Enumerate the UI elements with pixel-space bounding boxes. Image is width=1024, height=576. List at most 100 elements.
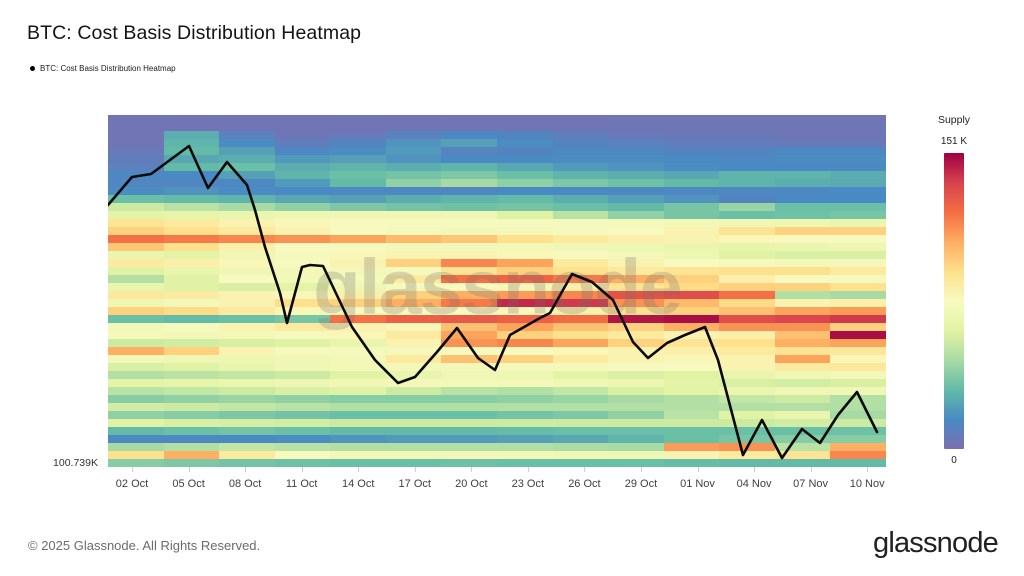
heatmap-cell[interactable] — [497, 427, 553, 435]
heatmap-cell[interactable] — [552, 219, 609, 227]
heatmap-cell[interactable] — [663, 355, 720, 363]
heatmap-cell[interactable] — [830, 123, 886, 131]
heatmap-cell[interactable] — [274, 451, 331, 459]
heatmap-cell[interactable] — [663, 115, 720, 123]
heatmap-cell[interactable] — [108, 299, 164, 307]
heatmap-cell[interactable] — [608, 347, 664, 355]
heatmap-cell[interactable] — [719, 195, 775, 203]
heatmap-cell[interactable] — [719, 139, 775, 147]
heatmap-cell[interactable] — [774, 371, 831, 379]
heatmap-cell[interactable] — [219, 219, 275, 227]
heatmap-cell[interactable] — [774, 187, 831, 195]
heatmap-cell[interactable] — [330, 243, 386, 251]
heatmap-cell[interactable] — [774, 203, 831, 211]
heatmap-cell[interactable] — [774, 451, 831, 459]
heatmap-cell[interactable] — [830, 291, 886, 299]
heatmap-cell[interactable] — [497, 411, 553, 419]
heatmap-cell[interactable] — [219, 259, 275, 267]
heatmap-cell[interactable] — [108, 275, 164, 283]
heatmap-cell[interactable] — [330, 435, 386, 443]
heatmap-cell[interactable] — [219, 155, 275, 163]
heatmap-cell[interactable] — [108, 187, 164, 195]
heatmap-cell[interactable] — [441, 363, 497, 371]
heatmap-cell[interactable] — [608, 451, 664, 459]
heatmap-cell[interactable] — [774, 195, 831, 203]
heatmap-cell[interactable] — [330, 307, 386, 315]
heatmap-cell[interactable] — [163, 243, 220, 251]
heatmap-cell[interactable] — [274, 187, 331, 195]
heatmap-cell[interactable] — [497, 355, 553, 363]
heatmap-cell[interactable] — [219, 307, 275, 315]
heatmap-cell[interactable] — [830, 275, 886, 283]
heatmap-cell[interactable] — [608, 267, 664, 275]
heatmap-cell[interactable] — [497, 275, 553, 283]
heatmap-cell[interactable] — [830, 435, 886, 443]
heatmap-cell[interactable] — [330, 267, 386, 275]
heatmap-cell[interactable] — [219, 187, 275, 195]
heatmap-cell[interactable] — [108, 323, 164, 331]
heatmap-cell[interactable] — [385, 443, 442, 451]
heatmap-cell[interactable] — [608, 363, 664, 371]
heatmap-cell[interactable] — [441, 283, 497, 291]
heatmap-cell[interactable] — [552, 323, 609, 331]
heatmap-cell[interactable] — [774, 291, 831, 299]
heatmap-cell[interactable] — [663, 171, 720, 179]
heatmap-cell[interactable] — [163, 115, 220, 123]
heatmap-cell[interactable] — [441, 403, 497, 411]
heatmap-cell[interactable] — [219, 395, 275, 403]
heatmap-cell[interactable] — [274, 211, 331, 219]
heatmap-cell[interactable] — [163, 403, 220, 411]
heatmap-cell[interactable] — [608, 307, 664, 315]
heatmap-cell[interactable] — [163, 219, 220, 227]
heatmap-cell[interactable] — [330, 131, 386, 139]
heatmap-cell[interactable] — [330, 355, 386, 363]
heatmap-cell[interactable] — [108, 131, 164, 139]
heatmap-cell[interactable] — [719, 243, 775, 251]
heatmap-cell[interactable] — [552, 163, 609, 171]
heatmap-cell[interactable] — [219, 371, 275, 379]
heatmap-cell[interactable] — [330, 171, 386, 179]
heatmap-cell[interactable] — [774, 355, 831, 363]
heatmap-cell[interactable] — [663, 379, 720, 387]
heatmap-cell[interactable] — [219, 459, 275, 467]
heatmap-cell[interactable] — [552, 299, 609, 307]
heatmap-cell[interactable] — [497, 371, 553, 379]
heatmap-cell[interactable] — [497, 211, 553, 219]
heatmap-cell[interactable] — [552, 203, 609, 211]
heatmap-cell[interactable] — [163, 139, 220, 147]
heatmap-cell[interactable] — [663, 211, 720, 219]
heatmap-cell[interactable] — [330, 115, 386, 123]
heatmap-cell[interactable] — [274, 115, 331, 123]
heatmap-cell[interactable] — [663, 387, 720, 395]
heatmap-cell[interactable] — [274, 443, 331, 451]
heatmap-cell[interactable] — [830, 259, 886, 267]
heatmap-cell[interactable] — [108, 211, 164, 219]
heatmap-cell[interactable] — [441, 195, 497, 203]
heatmap-cell[interactable] — [719, 299, 775, 307]
heatmap-cell[interactable] — [774, 219, 831, 227]
heatmap-cell[interactable] — [385, 171, 442, 179]
heatmap-cell[interactable] — [385, 355, 442, 363]
heatmap-cell[interactable] — [219, 123, 275, 131]
heatmap-cell[interactable] — [552, 315, 609, 323]
heatmap-cell[interactable] — [719, 235, 775, 243]
heatmap-cell[interactable] — [663, 323, 720, 331]
heatmap-cell[interactable] — [330, 235, 386, 243]
heatmap-cell[interactable] — [830, 379, 886, 387]
heatmap-cell[interactable] — [385, 323, 442, 331]
heatmap-cell[interactable] — [663, 411, 720, 419]
heatmap-cell[interactable] — [108, 459, 164, 467]
heatmap-cell[interactable] — [163, 283, 220, 291]
heatmap-cell[interactable] — [219, 283, 275, 291]
heatmap-cell[interactable] — [830, 115, 886, 123]
heatmap-cell[interactable] — [330, 219, 386, 227]
heatmap-cell[interactable] — [663, 275, 720, 283]
heatmap-cell[interactable] — [219, 403, 275, 411]
heatmap-cell[interactable] — [108, 395, 164, 403]
heatmap-cell[interactable] — [441, 427, 497, 435]
heatmap-cell[interactable] — [441, 379, 497, 387]
heatmap-cell[interactable] — [385, 147, 442, 155]
heatmap-cell[interactable] — [608, 387, 664, 395]
heatmap-cell[interactable] — [608, 299, 664, 307]
heatmap-cell[interactable] — [330, 419, 386, 427]
